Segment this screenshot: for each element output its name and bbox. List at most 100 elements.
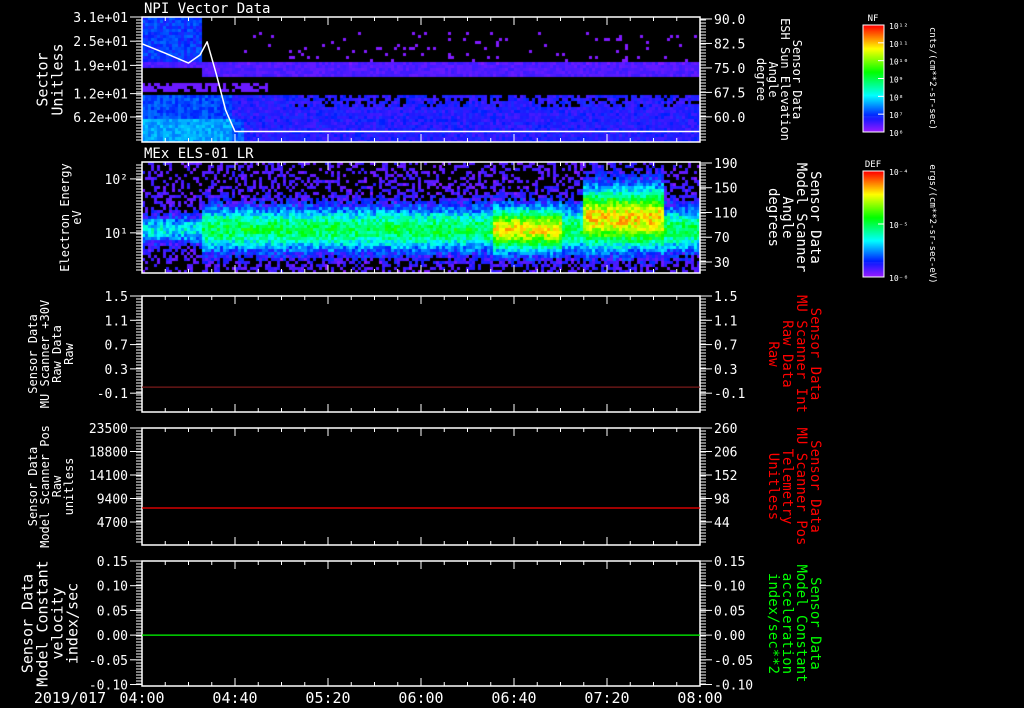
left-axis-label: unitless bbox=[62, 458, 76, 516]
x-tick-label: 08:00 bbox=[677, 689, 722, 707]
left-tick-label: 10² bbox=[105, 173, 128, 188]
colorbar-label: NF bbox=[868, 14, 879, 24]
right-tick-label: 0.05 bbox=[714, 604, 745, 619]
x-tick-label: 05:20 bbox=[305, 689, 350, 707]
nf-colorbar bbox=[863, 25, 884, 132]
left-axis-label: Sensor Data bbox=[19, 574, 37, 673]
panel-frame bbox=[141, 161, 701, 274]
right-axis-label: degree bbox=[754, 58, 768, 101]
x-tick-label: 06:00 bbox=[398, 689, 443, 707]
right-axis-label: Angle bbox=[766, 61, 780, 97]
colorbar-units: ergs/(cm**2-sr-sec-eV) bbox=[927, 164, 937, 283]
right-axis-label: Sensor Data bbox=[807, 308, 823, 401]
left-axis-label: index/sec bbox=[64, 583, 82, 664]
x-tick-label: 04:40 bbox=[212, 689, 257, 707]
colorbar-tick-label: 10⁹ bbox=[889, 76, 903, 85]
def-colorbar bbox=[863, 171, 884, 277]
right-axis-label: Telemetry bbox=[779, 449, 795, 525]
left-tick-label: 0.00 bbox=[97, 629, 128, 644]
left-axis-label: Electron Energy bbox=[58, 163, 72, 271]
right-axis-label: degrees bbox=[765, 188, 781, 247]
left-axis-label: Sensor Data bbox=[26, 447, 40, 526]
right-tick-label: 206 bbox=[714, 445, 737, 460]
left-tick-label: 2.5e+01 bbox=[73, 35, 128, 50]
colorbar-label: DEF bbox=[865, 160, 881, 170]
colorbar-units: cnts/(cm**2-sr-sec) bbox=[927, 27, 937, 130]
sector-spectrogram bbox=[142, 17, 700, 142]
left-tick-label: 18800 bbox=[89, 446, 128, 461]
colorbar-tick-label: 10⁻⁵ bbox=[889, 221, 908, 230]
left-axis-label: MU Scanner +30V bbox=[38, 300, 52, 408]
right-tick-label: 190 bbox=[714, 157, 737, 172]
left-tick-label: 6.2e+00 bbox=[73, 111, 128, 126]
right-axis-label: index/sec**2 bbox=[765, 573, 781, 674]
left-tick-label: 1.9e+01 bbox=[73, 59, 128, 74]
left-axis-label: eV bbox=[70, 210, 84, 224]
electron-energy-spectrogram bbox=[142, 162, 700, 273]
colorbar-tick-label: 10⁶ bbox=[889, 129, 903, 138]
right-tick-label: 152 bbox=[714, 469, 737, 484]
left-axis-label: Model Constant bbox=[34, 560, 52, 686]
colorbar-tick-label: 10¹¹ bbox=[889, 40, 908, 49]
x-tick-label: 06:40 bbox=[491, 689, 536, 707]
right-tick-label: 0.3 bbox=[714, 363, 737, 378]
left-axis-label: velocity bbox=[49, 587, 67, 659]
panel-frame bbox=[141, 16, 701, 143]
right-axis-label: acceleration bbox=[779, 573, 795, 674]
left-tick-label: -0.1 bbox=[97, 387, 128, 402]
right-tick-label: 90.0 bbox=[714, 13, 745, 28]
right-axis-label: MU Scanner Pos bbox=[793, 427, 809, 545]
panel-frame bbox=[141, 560, 701, 687]
colorbar-tick-label: 10⁻⁶ bbox=[889, 274, 908, 283]
sun-elevation-line bbox=[141, 41, 700, 133]
colorbar-tick-label: 10⁻⁴ bbox=[889, 168, 908, 177]
right-tick-label: 0.10 bbox=[714, 580, 745, 595]
left-tick-label: 1.5 bbox=[105, 290, 128, 305]
panel-frame bbox=[141, 427, 701, 546]
right-tick-label: 67.5 bbox=[714, 86, 745, 101]
right-tick-label: 98 bbox=[714, 492, 730, 507]
colorbar-tick-label: 10⁷ bbox=[889, 111, 903, 120]
right-axis-label: Angle bbox=[779, 196, 795, 238]
left-tick-label: 14100 bbox=[89, 469, 128, 484]
right-axis-label: Model Constant bbox=[793, 564, 809, 682]
right-axis-label: Raw Data bbox=[779, 320, 795, 387]
left-axis-label: Raw bbox=[62, 342, 76, 364]
right-axis-label: Sensor Data bbox=[807, 440, 823, 533]
x-tick-label: 04:00 bbox=[119, 689, 164, 707]
right-tick-label: 1.1 bbox=[714, 314, 737, 329]
panel-title: MEx ELS-01 LR bbox=[144, 146, 254, 162]
right-tick-label: 150 bbox=[714, 182, 737, 197]
colorbar-tick-label: 10¹⁰ bbox=[889, 58, 908, 67]
left-axis-label: Sensor Data bbox=[26, 314, 40, 393]
right-tick-label: -0.10 bbox=[714, 679, 753, 694]
right-tick-label: 0.15 bbox=[714, 555, 745, 570]
left-tick-label: 1.1 bbox=[105, 314, 128, 329]
right-axis-label: ESH Sun Elevation bbox=[778, 18, 792, 141]
right-tick-label: 82.5 bbox=[714, 37, 745, 52]
left-tick-label: 4700 bbox=[97, 516, 128, 531]
right-axis-label: Raw bbox=[765, 341, 781, 367]
left-axis-label: Sector bbox=[34, 52, 52, 106]
left-axis-label: Model Scanner Pos bbox=[38, 425, 52, 548]
right-axis-label: Sensor Data bbox=[807, 577, 823, 670]
right-axis-label: Model Scanner bbox=[793, 163, 809, 273]
date-label: 2019/017 bbox=[34, 689, 106, 707]
left-tick-label: 0.15 bbox=[97, 555, 128, 570]
right-tick-label: 44 bbox=[714, 516, 730, 531]
left-axis-label: Raw Data bbox=[50, 325, 64, 383]
right-tick-label: 70 bbox=[714, 231, 730, 246]
x-tick-label: 07:20 bbox=[584, 689, 629, 707]
left-tick-label: 9400 bbox=[97, 493, 128, 508]
right-axis-label: Sensor Data bbox=[790, 40, 804, 119]
right-tick-label: 30 bbox=[714, 256, 730, 271]
right-tick-label: 1.5 bbox=[714, 290, 737, 305]
panel-frame bbox=[141, 295, 701, 413]
left-tick-label: 0.7 bbox=[105, 339, 128, 354]
colorbar-tick-label: 10⁸ bbox=[889, 93, 903, 102]
left-tick-label: 23500 bbox=[89, 422, 128, 437]
right-tick-label: 260 bbox=[714, 422, 737, 437]
left-tick-label: 3.1e+01 bbox=[73, 11, 128, 26]
right-tick-label: 0.7 bbox=[714, 339, 737, 354]
